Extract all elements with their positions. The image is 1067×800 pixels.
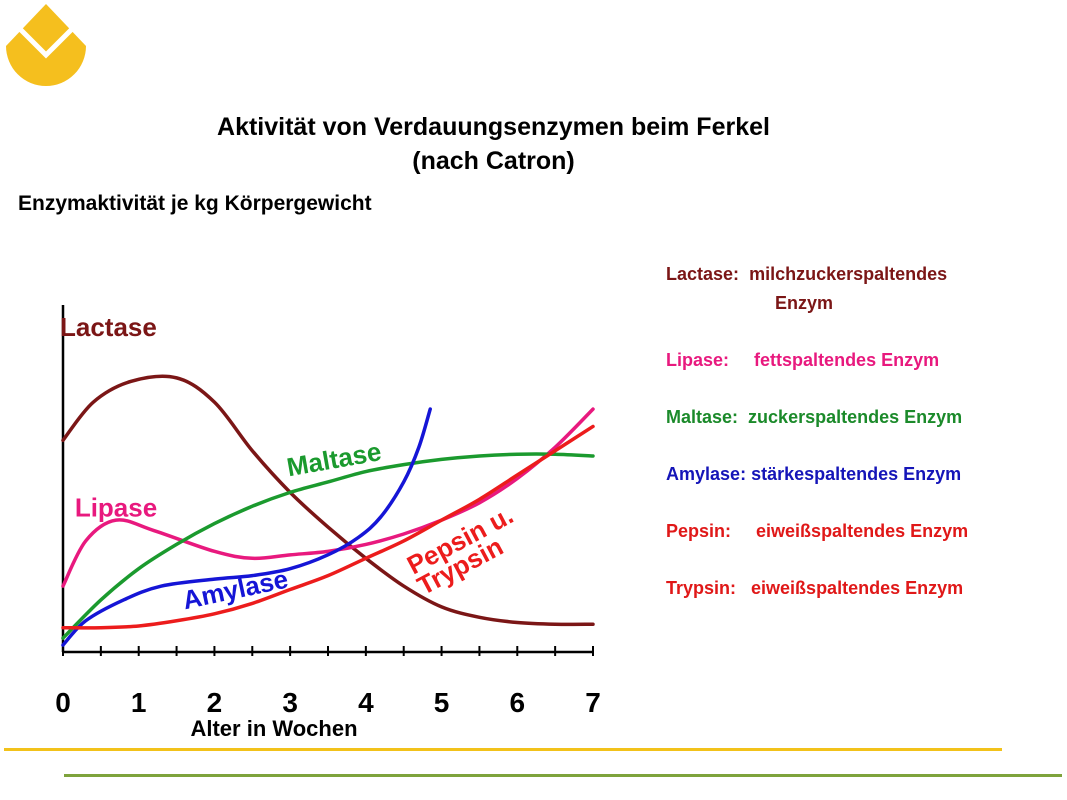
legend-desc: milchzuckerspaltendes (739, 264, 948, 284)
legend-row-lipase: Lipase: fettspaltendes Enzym (656, 318, 939, 374)
series-line-maltase (61, 452, 595, 640)
footer-rule-green (64, 774, 1062, 777)
x-tick-label: 5 (434, 687, 450, 718)
legend-desc: eiweißspaltendes Enzym (731, 521, 969, 541)
series-line-lactase (61, 374, 595, 627)
legend-desc: eiweißspaltendes Enzym (736, 578, 964, 598)
x-ticks: 0 1 2 3 4 5 6 7 (55, 687, 601, 718)
legend-name: Pepsin: (666, 521, 732, 541)
x-tick-label: 0 (55, 687, 71, 718)
curve-label: Lipase (75, 493, 157, 523)
legend-name: Lipase: (666, 350, 730, 370)
x-tick-label: 6 (509, 687, 525, 718)
legend-row-maltase: Maltase: zuckerspaltendes Enzym (656, 375, 962, 431)
legend-name: Maltase: (666, 407, 739, 427)
legend-desc: stärkespaltendes Enzym (746, 464, 962, 484)
x-tick-label: 4 (358, 687, 374, 718)
logo-drop-shape (6, 4, 86, 86)
logo (6, 4, 86, 86)
legend-name: Trypsin: (666, 578, 737, 598)
y-axis-label: Enzymaktivität je kg Körpergewicht (18, 192, 372, 215)
legend-row-lactase: Lactase: milchzuckerspaltendes (656, 232, 947, 288)
curve-label: Lactase (60, 312, 157, 342)
legend-desc: zuckerspaltendes Enzym (738, 407, 963, 427)
series-line-pepsin-u-trypsin (61, 424, 595, 630)
x-tick-label: 2 (207, 687, 223, 718)
x-tick-label: 7 (585, 687, 601, 718)
legend-row-pepsin: Pepsin: eiweißspaltendes Enzym (656, 489, 968, 545)
legend-desc: Enzym (775, 293, 834, 313)
x-axis-label: Alter in Wochen (190, 716, 357, 741)
legend-desc: fettspaltendes Enzym (729, 350, 940, 370)
chart-title-line2: (nach Catron) (412, 147, 575, 175)
legend-row-trypsin: Trypsin: eiweißspaltendes Enzym (656, 546, 963, 602)
x-tick-label: 3 (282, 687, 298, 718)
legend-name: Lactase: (666, 264, 740, 284)
legend-row-amylase: Amylase: stärkespaltendes Enzym (656, 432, 961, 488)
footer-rule-yellow (4, 748, 1002, 751)
curves (61, 374, 595, 647)
series-line-lipase (61, 407, 595, 588)
chart-title-line1: Aktivität von Verdauungsenzymen beim Fer… (217, 113, 770, 141)
curve-label: Maltase (284, 436, 383, 482)
legend-row-lactase-line2: Enzym (765, 261, 833, 317)
series-line-amylase (61, 407, 432, 647)
axes (61, 305, 594, 656)
logo-check-mark (17, 26, 75, 59)
legend-name: Amylase: (666, 464, 747, 484)
x-tick-label: 1 (131, 687, 147, 718)
